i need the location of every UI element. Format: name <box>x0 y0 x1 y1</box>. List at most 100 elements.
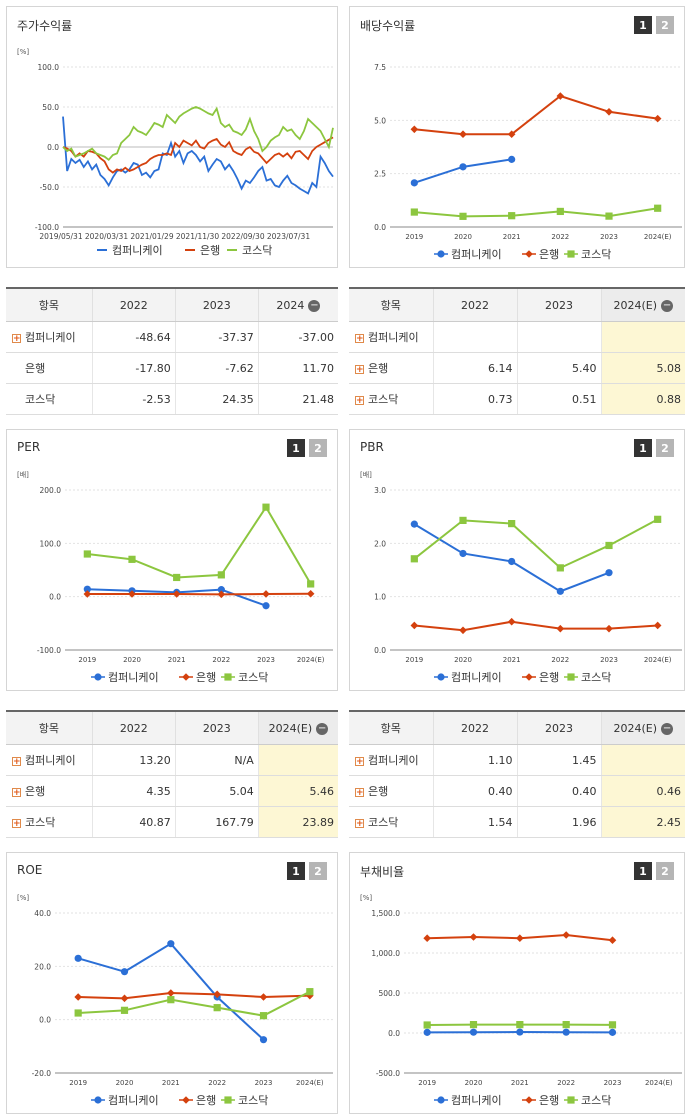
data-point-company <box>516 1028 524 1036</box>
series-line-bank <box>87 592 311 596</box>
data-point-bank <box>605 624 613 633</box>
legend-label: 은행 <box>539 671 559 684</box>
data-point-company <box>469 1028 478 1036</box>
chart-tabs: 1 2 <box>634 16 674 34</box>
tab-1[interactable]: 1 <box>634 862 652 880</box>
data-point-company <box>608 1028 617 1036</box>
data-point-company <box>562 1028 570 1036</box>
collapse-icon[interactable]: − <box>661 299 674 312</box>
y-tick-label: -100.0 <box>37 646 61 655</box>
data-point-company <box>508 557 516 566</box>
debt-ratio-chart: [%] 1,500.0 1,000.0 500.0 0.0 -500.0 2019 2020 2… <box>360 894 682 1107</box>
legend-label: 은행 <box>196 671 216 684</box>
table-cell: 5.08 <box>600 352 685 384</box>
x-tick-label: 2024(E) <box>645 1079 673 1087</box>
header-item: 항목 <box>349 287 433 322</box>
tab-2[interactable]: 2 <box>309 862 327 880</box>
y-tick-label: 0.0 <box>374 223 386 232</box>
legend-marker-bank <box>182 673 190 681</box>
data-point-kosdaq <box>120 1006 129 1014</box>
row-label: + 코스닥 <box>349 806 433 838</box>
data-point-kosdaq <box>217 571 225 579</box>
data-point-kosdaq <box>556 564 564 572</box>
x-tick-label: 2021/01/29 <box>130 232 173 241</box>
row-label-text: 컴퍼니케이 <box>25 754 76 767</box>
data-point-kosdaq <box>562 1021 570 1029</box>
row-label: 은행 <box>6 352 93 384</box>
data-point-kosdaq <box>128 555 136 563</box>
data-point-kosdaq <box>74 1009 82 1017</box>
legend-marker-kosdaq <box>224 673 232 681</box>
series-line-bank <box>78 991 310 1000</box>
unit-label: [%] <box>17 48 29 56</box>
x-tick-label: 2020 <box>465 1079 483 1087</box>
expand-icon[interactable]: + <box>355 756 364 767</box>
header-item: 항목 <box>6 710 93 745</box>
legend-label: 코스닥 <box>242 244 272 257</box>
table-cell: 0.73 <box>432 383 517 415</box>
expand-icon[interactable]: + <box>355 333 364 344</box>
data-point-kosdaq <box>262 503 270 511</box>
expand-icon[interactable]: + <box>355 395 364 406</box>
data-point-kosdaq <box>307 580 315 588</box>
collapse-icon[interactable]: − <box>316 722 329 735</box>
chart-tabs: 1 2 <box>287 439 327 457</box>
tab-2[interactable]: 2 <box>309 439 327 457</box>
table-row: 은행 -17.80 -7.62 11.70 <box>6 352 338 384</box>
chart-tabs: 1 2 <box>634 439 674 457</box>
table-cell: 2.45 <box>600 806 685 838</box>
header-year: 2024(E) − <box>600 710 685 745</box>
legend-marker-kosdaq <box>567 1096 575 1104</box>
expand-icon[interactable]: + <box>355 787 364 798</box>
panel-title: 배당수익률 <box>360 19 416 33</box>
roe-chart: [%] 40.0 20.0 0.0 -20.0 2019 2020 2021 2022 2023 2… <box>17 894 333 1107</box>
header-item: 항목 <box>349 710 433 745</box>
collapse-icon[interactable]: − <box>308 299 321 312</box>
series-line-kosdaq <box>87 505 312 585</box>
header-year: 2022 <box>91 710 176 745</box>
tab-1[interactable]: 1 <box>287 439 305 457</box>
expand-icon[interactable]: + <box>355 364 364 375</box>
data-point-company <box>556 587 564 595</box>
expand-icon[interactable]: + <box>12 333 21 344</box>
expand-icon[interactable]: + <box>12 818 21 829</box>
expand-icon[interactable]: + <box>12 787 21 798</box>
x-tick-label: 2021 <box>168 656 186 664</box>
data-point-bank <box>653 621 662 630</box>
x-tick-label: 2021/11/30 <box>176 232 219 241</box>
data-point-bank <box>410 621 419 630</box>
expand-icon[interactable]: + <box>12 756 21 767</box>
y-tick-label: 3.0 <box>374 486 386 495</box>
data-point-bank <box>262 590 270 598</box>
legend-label: 코스닥 <box>238 671 268 684</box>
table-row: + 코스닥 1.54 1.96 2.45 <box>349 806 685 838</box>
data-point-company <box>259 1036 268 1044</box>
tab-2[interactable]: 2 <box>656 439 674 457</box>
tab-1[interactable]: 1 <box>287 862 305 880</box>
data-point-company <box>410 520 418 528</box>
data-point-kosdaq <box>167 996 175 1004</box>
table-cell: 1.10 <box>432 744 517 776</box>
table-row: + 컴퍼니케이 1.10 1.45 <box>349 744 685 776</box>
table-cell: 21.48 <box>257 383 338 415</box>
chart-tabs: 1 2 <box>634 862 674 880</box>
header-year: 2023 <box>516 287 601 322</box>
x-tick-label: 2021 <box>511 1079 529 1087</box>
tab-1[interactable]: 1 <box>634 16 652 34</box>
legend-marker-kosdaq <box>567 250 575 258</box>
dividend-yield-table: 항목 2022 2023 2024(E) − + 컴퍼니케이 + 은행 6.14 5.40 5.08 +… <box>349 287 685 415</box>
tab-1[interactable]: 1 <box>634 439 652 457</box>
x-tick-label: 2020/03/31 <box>85 232 128 241</box>
series-line-bank <box>414 94 658 136</box>
expand-icon[interactable]: + <box>355 818 364 829</box>
data-point-bank <box>459 130 467 138</box>
collapse-icon[interactable]: − <box>661 722 674 735</box>
data-point-bank <box>213 990 221 999</box>
tab-2[interactable]: 2 <box>656 862 674 880</box>
x-tick-label: 2019 <box>405 233 423 241</box>
x-tick-label: 2021 <box>503 233 521 241</box>
legend-marker-kosdaq <box>567 673 575 681</box>
table-cell <box>257 744 338 776</box>
tab-2[interactable]: 2 <box>656 16 674 34</box>
row-label: + 은행 <box>349 775 433 807</box>
